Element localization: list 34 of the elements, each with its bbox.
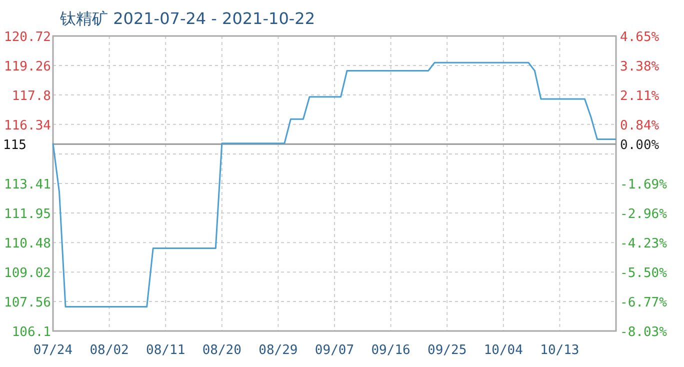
y-tick-label: 109.02 (4, 266, 51, 282)
y2-tick-label: -6.77% (620, 296, 668, 311)
y2-tick-label: 0.00% (620, 138, 660, 154)
y-tick-label: 106.1 (12, 325, 51, 340)
y2-tick-label: 3.38% (620, 60, 660, 75)
y2-tick-label: -4.23% (620, 236, 668, 252)
y-tick-label: 107.56 (4, 296, 51, 311)
x-tick-label: 08/29 (258, 343, 298, 358)
x-tick-label: 10/04 (484, 343, 524, 358)
x-tick-label: 09/16 (371, 343, 410, 358)
x-tick-label: 08/02 (90, 343, 129, 358)
y2-tick-label: 2.11% (620, 89, 660, 104)
y2-tick-label: 0.84% (620, 118, 660, 134)
y-tick-label: 117.8 (12, 88, 51, 104)
y2-tick-label: 4.65% (620, 30, 660, 45)
y-tick-label: 119.26 (4, 59, 51, 74)
x-tick-label: 08/20 (202, 343, 242, 358)
x-tick-label: 08/11 (146, 343, 186, 358)
chart-title: 钛精矿 2021-07-24 - 2021-10-22 (59, 9, 315, 28)
y-tick-label: 110.48 (4, 236, 51, 252)
line-series (52, 62, 617, 308)
y2-tick-label: -8.03% (620, 325, 668, 340)
y2-tick-label: -5.50% (620, 266, 668, 282)
x-tick-label: 09/25 (428, 343, 467, 358)
x-tick-label: 07/24 (33, 343, 73, 358)
y2-tick-label: -2.96% (620, 207, 668, 222)
y-tick-label: 111.95 (4, 206, 51, 222)
y-tick-label: 116.34 (4, 118, 52, 134)
y-tick-label: 113.41 (4, 178, 51, 192)
y-tick-label: 120.72 (4, 30, 51, 45)
y2-tick-label: -1.69% (620, 178, 668, 192)
x-tick-label: 10/13 (540, 343, 580, 358)
x-tick-label: 09/07 (314, 343, 354, 358)
ref-line-label: 115 (3, 138, 26, 154)
